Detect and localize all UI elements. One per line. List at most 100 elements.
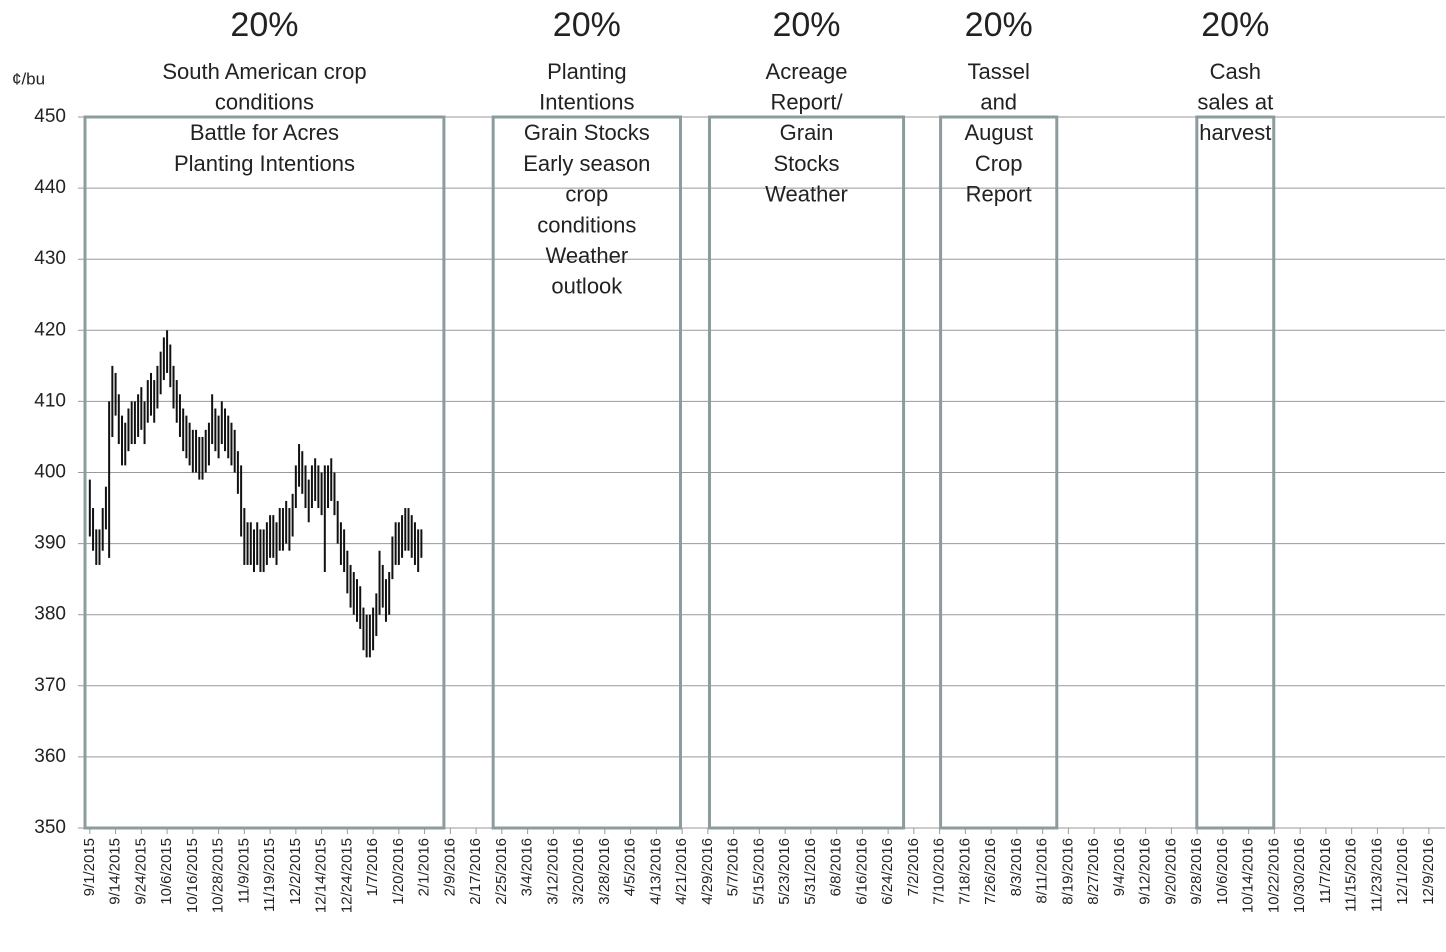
x-tick-label: 12/9/2016 [1420, 838, 1437, 905]
period-box [707, 115, 906, 830]
annotation-line: outlook [551, 274, 623, 299]
x-tick-label: 6/16/2016 [853, 838, 870, 905]
x-tick-label: 8/3/2016 [1008, 838, 1025, 896]
annotation-line: Cash [1210, 59, 1261, 84]
annotation-line: Intentions [539, 90, 634, 115]
x-tick-label: 5/31/2016 [802, 838, 819, 905]
annotation-line: Planting [547, 59, 627, 84]
y-tick-label: 420 [34, 319, 66, 340]
percent-label: 20% [230, 6, 298, 44]
x-tick-label: 12/24/2015 [338, 838, 355, 913]
percent-label: 20% [1201, 6, 1269, 44]
x-tick-label: 5/7/2016 [725, 838, 742, 896]
period-box [83, 115, 446, 830]
x-tick-label: 2/25/2016 [493, 838, 510, 905]
x-tick-label: 2/1/2016 [416, 838, 433, 896]
annotation-line: Tassel [968, 59, 1030, 84]
x-tick-label: 7/18/2016 [956, 838, 973, 905]
x-tick-label: 7/26/2016 [982, 838, 999, 905]
x-tick-label: 10/6/2016 [1214, 838, 1231, 905]
y-tick-label: 380 [34, 604, 66, 625]
x-tick-label: 12/1/2016 [1394, 838, 1411, 905]
y-tick-label: 430 [34, 248, 66, 269]
x-tick-label: 10/6/2015 [158, 838, 175, 905]
x-tick-label: 11/15/2016 [1343, 838, 1360, 912]
x-tick-label: 1/7/2016 [364, 838, 381, 896]
x-tick-label: 7/10/2016 [931, 838, 948, 905]
x-tick-label: 4/5/2016 [622, 838, 639, 896]
x-tick-label: 9/12/2016 [1137, 838, 1154, 905]
y-axis-label: ¢/bu [12, 69, 45, 88]
annotation-line: Crop [975, 151, 1023, 176]
x-tick-label: 3/20/2016 [570, 838, 587, 905]
annotation-line: crop [565, 182, 608, 207]
annotation-line: Grain Stocks [524, 120, 650, 145]
x-tick-label: 11/23/2016 [1368, 838, 1385, 912]
annotation-line: Report [966, 182, 1032, 207]
y-tick-label: 370 [34, 675, 66, 696]
x-tick-label: 8/27/2016 [1085, 838, 1102, 905]
y-tick-label: 390 [34, 533, 66, 554]
x-tick-label: 10/16/2015 [184, 838, 201, 913]
annotation-line: South American crop [162, 59, 366, 84]
x-tick-label: 1/20/2016 [390, 838, 407, 905]
annotation-line: Grain [780, 120, 834, 145]
x-tick-label: 7/2/2016 [905, 838, 922, 896]
x-tick-label: 9/4/2016 [1111, 838, 1128, 896]
x-tick-label: 9/14/2015 [107, 838, 124, 905]
x-tick-label: 8/11/2016 [1034, 838, 1051, 904]
period-box [491, 115, 683, 830]
x-tick-label: 5/23/2016 [776, 838, 793, 905]
annotation-line: conditions [537, 212, 636, 237]
x-tick-label: 9/20/2016 [1162, 838, 1179, 905]
x-tick-label: 11/19/2015 [261, 838, 278, 912]
x-tick-label: 8/19/2016 [1059, 838, 1076, 905]
x-tick-label: 3/4/2016 [519, 838, 536, 896]
x-tick-label: 3/28/2016 [596, 838, 613, 905]
x-tick-label: 4/29/2016 [699, 838, 716, 905]
annotation-line: Stocks [774, 151, 840, 176]
percent-label: 20% [965, 6, 1033, 44]
y-tick-label: 410 [34, 390, 66, 411]
x-tick-label: 2/17/2016 [467, 838, 484, 905]
y-tick-label: 440 [34, 177, 66, 198]
x-tick-label: 3/12/2016 [544, 838, 561, 905]
x-tick-label: 4/13/2016 [647, 838, 664, 905]
x-tick-label: 10/14/2016 [1240, 838, 1257, 913]
annotation-line: Planting Intentions [174, 151, 355, 176]
annotation-line: Acreage [766, 59, 848, 84]
y-tick-label: 450 [34, 106, 66, 127]
x-tick-label: 5/15/2016 [750, 838, 767, 905]
x-tick-label: 2/9/2016 [441, 838, 458, 896]
x-tick-label: 11/7/2016 [1317, 838, 1334, 904]
x-tick-label: 12/2/2015 [287, 838, 304, 905]
x-tick-label: 10/30/2016 [1291, 838, 1308, 913]
annotation-line: Battle for Acres [190, 120, 339, 145]
annotation-line: Weather [545, 243, 628, 268]
x-tick-label: 9/24/2015 [132, 838, 149, 905]
annotation-line: and [980, 90, 1017, 115]
x-tick-label: 10/22/2016 [1265, 838, 1282, 913]
x-tick-label: 6/8/2016 [828, 838, 845, 896]
x-tick-label: 10/28/2015 [210, 838, 227, 913]
period-box [1195, 115, 1276, 830]
x-tick-label: 4/21/2016 [673, 838, 690, 905]
y-tick-label: 400 [34, 462, 66, 483]
x-tick-label: 6/24/2016 [879, 838, 896, 905]
annotation-line: August [964, 120, 1033, 145]
annotation-line: Weather [765, 182, 848, 207]
annotation-line: Early season [523, 151, 650, 176]
annotation-line: Report/ [770, 90, 843, 115]
x-tick-label: 9/1/2015 [81, 838, 98, 896]
y-tick-label: 350 [34, 817, 66, 838]
annotation-line: sales at [1197, 90, 1273, 115]
x-tick-label: 11/9/2015 [235, 838, 252, 904]
percent-label: 20% [553, 6, 621, 44]
annotation-line: harvest [1199, 120, 1271, 145]
y-tick-label: 360 [34, 746, 66, 767]
annotation-line: conditions [215, 90, 314, 115]
percent-label: 20% [772, 6, 840, 44]
x-tick-label: 12/14/2015 [313, 838, 330, 913]
